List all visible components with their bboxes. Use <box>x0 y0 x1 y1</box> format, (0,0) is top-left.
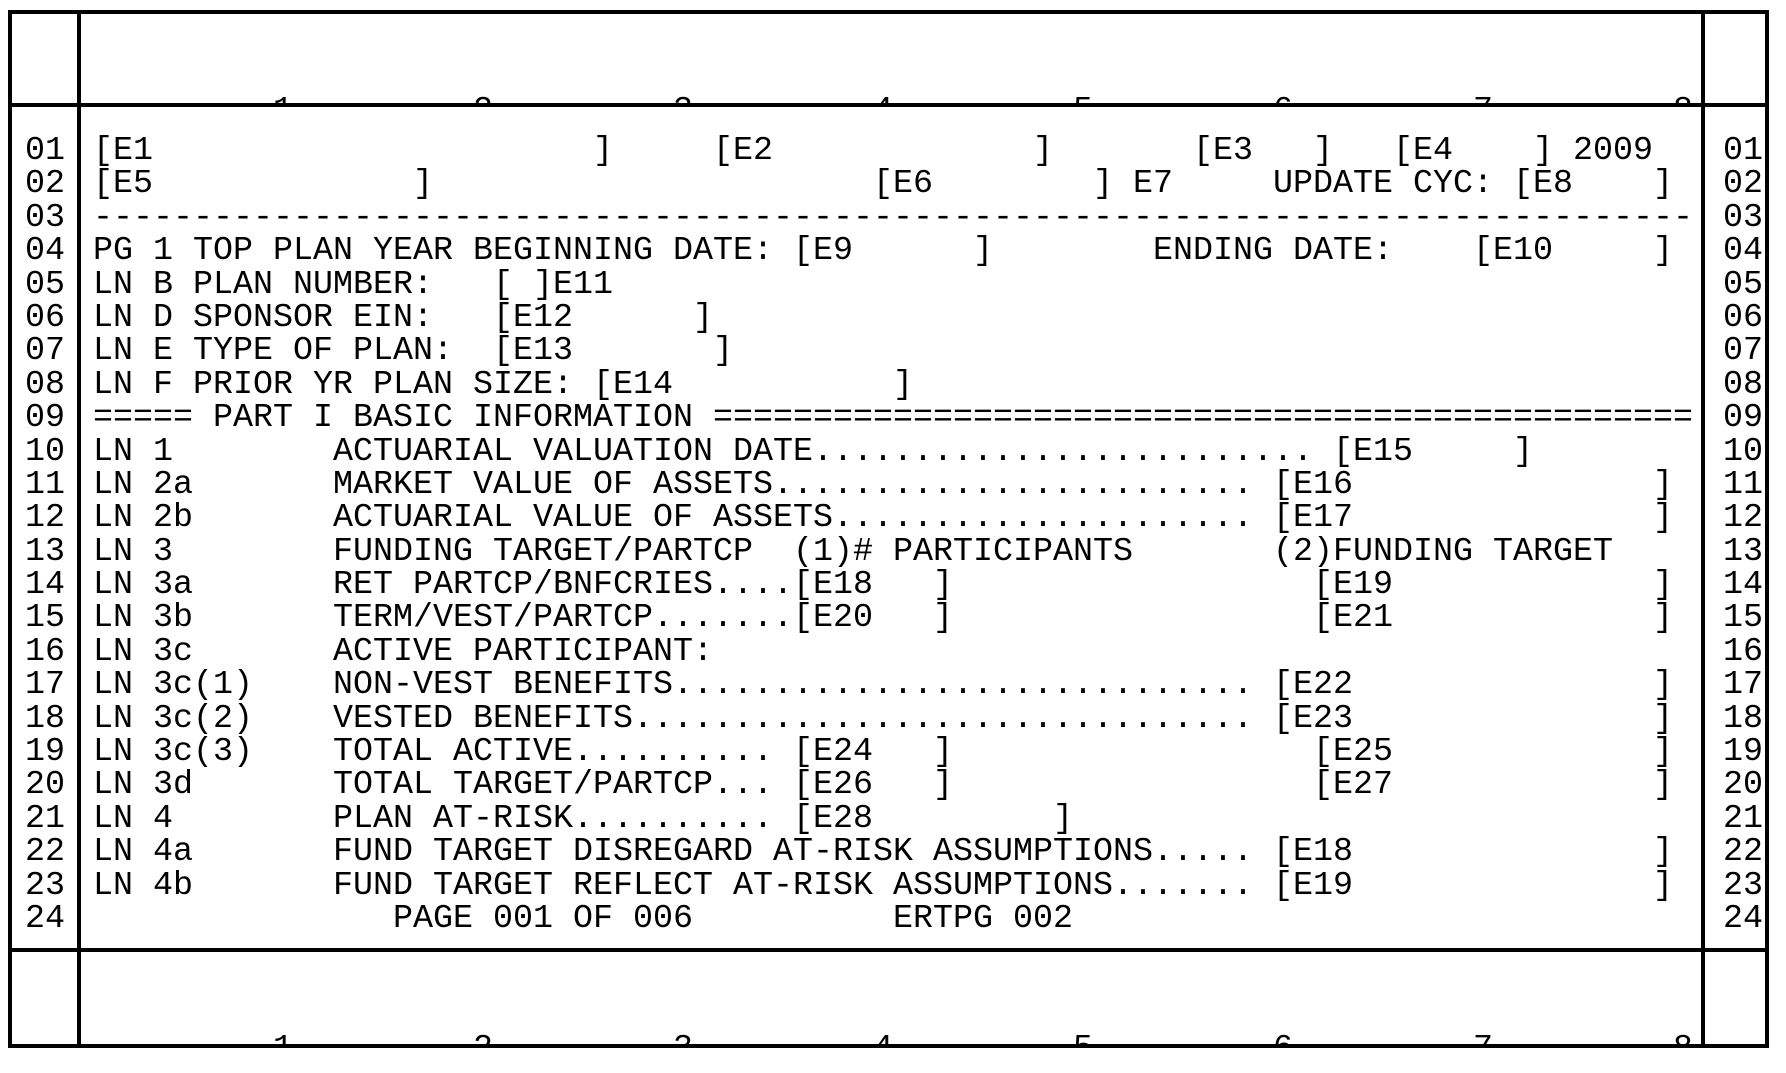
row-number: 09 <box>25 399 66 438</box>
row-number: 01 <box>25 132 66 170</box>
row-number: 02 <box>1723 165 1764 204</box>
row-number: 06 <box>25 298 66 337</box>
screen-row: ----------------------------------------… <box>93 198 1694 237</box>
row-number: 10 <box>25 432 66 471</box>
screen-row: PG 1 TOP PLAN YEAR BEGINNING DATE: [E9 ]… <box>93 232 1674 271</box>
row-number: 19 <box>25 733 66 772</box>
row-number: 08 <box>25 365 66 404</box>
row-number: 23 <box>1723 866 1764 905</box>
screen-row: LN 4b FUND TARGET REFLECT AT-RISK ASSUMP… <box>93 866 1674 905</box>
screen-row: LN 2a MARKET VALUE OF ASSETS............… <box>93 465 1674 504</box>
row-number: 07 <box>25 332 66 371</box>
screen-row: LN 4 PLAN AT-RISK.......... [E28 ] <box>93 799 1074 838</box>
row-numbers-left: 01 02 03 04 05 06 07 08 09 10 11 12 13 14 15 16 17 18 19 20… <box>12 107 77 948</box>
row-number: 17 <box>1723 666 1764 705</box>
row-number: 24 <box>25 899 66 938</box>
row-number: 17 <box>25 666 66 705</box>
row-number: 03 <box>1723 198 1764 237</box>
screen-row: LN 3c(2) VESTED BENEFITS................… <box>93 699 1674 738</box>
screen-layout-table: 1 2 3 4 5 6 7 8 123456789012345678901234… <box>8 10 1769 1048</box>
row-number: 07 <box>1723 332 1764 371</box>
row-number: 18 <box>1723 699 1764 738</box>
screen-row: LN 3a RET PARTCP/BNFCRIES....[E18 ] [E19… <box>93 566 1674 605</box>
screen-row: LN 3b TERM/VEST/PARTCP.......[E20 ] [E21… <box>93 599 1674 638</box>
row-number: 03 <box>25 198 66 237</box>
row-number: 11 <box>25 465 66 504</box>
row-number: 19 <box>1723 733 1764 772</box>
column-ruler-top: 1 2 3 4 5 6 7 8 123456789012345678901234… <box>81 14 1701 103</box>
column-ruler-bottom: 1 2 3 4 5 6 7 8 123456789012345678901234… <box>81 952 1701 1044</box>
screen-row: LN D SPONSOR EIN: [E12 ] <box>93 298 714 337</box>
screen-row: LN 3c ACTIVE PARTICIPANT: <box>93 632 714 671</box>
row-number: 13 <box>25 532 66 571</box>
screen-row: PAGE 001 OF 006 ERTPG 002 <box>93 899 1074 938</box>
left-gutter-divider <box>77 14 81 1044</box>
screen-row: LN E TYPE OF PLAN: [E13 ] <box>93 332 734 371</box>
screen-row: LN 3c(1) NON-VEST BENEFITS..............… <box>93 666 1674 705</box>
row-number: 20 <box>25 766 66 805</box>
row-number: 11 <box>1723 465 1764 504</box>
screen-row: LN F PRIOR YR PLAN SIZE: [E14 ] <box>93 365 914 404</box>
screen-rows: [E1 ] [E2 ] [E3 ] [E4 ] 2009 [E5 ] [E6 ] … <box>81 107 1701 948</box>
row-number: 05 <box>25 265 66 304</box>
row-number: 10 <box>1723 432 1764 471</box>
row-number: 15 <box>25 599 66 638</box>
screen-row: LN 3d TOTAL TARGET/PARTCP... [E26 ] [E27… <box>93 766 1674 805</box>
row-number: 01 <box>1723 132 1764 170</box>
row-number: 21 <box>25 799 66 838</box>
ruler-tens-line: 1 2 3 4 5 6 7 8 <box>93 94 1701 103</box>
row-number: 21 <box>1723 799 1764 838</box>
right-gutter-divider <box>1701 14 1705 1044</box>
screen-row: [E5 ] [E6 ] E7 UPDATE CYC: [E8 ] <box>93 165 1674 204</box>
row-number: 05 <box>1723 265 1764 304</box>
row-numbers-right: 01 02 03 04 05 06 07 08 09 10 11 12 13 14 15 16 17 18 19 20… <box>1705 107 1765 948</box>
row-number: 24 <box>1723 899 1764 938</box>
row-number: 14 <box>25 566 66 605</box>
screen-row: LN 2b ACTUARIAL VALUE OF ASSETS.........… <box>93 499 1674 538</box>
bottom-ruler-divider <box>12 948 1765 952</box>
row-number: 12 <box>25 499 66 538</box>
row-number: 20 <box>1723 766 1764 805</box>
screen-row: LN 3 FUNDING TARGET/PARTCP (1)# PARTICIP… <box>93 532 1614 571</box>
row-number: 04 <box>1723 232 1764 271</box>
row-number: 02 <box>25 165 66 204</box>
ruler-tens-line: 1 2 3 4 5 6 7 8 <box>93 1032 1701 1044</box>
row-number: 08 <box>1723 365 1764 404</box>
screen-row: LN B PLAN NUMBER: [ ]E11 <box>93 265 614 304</box>
row-number: 13 <box>1723 532 1764 571</box>
row-number: 16 <box>25 632 66 671</box>
row-number: 09 <box>1723 399 1764 438</box>
screen-row: ===== PART I BASIC INFORMATION =========… <box>93 399 1694 438</box>
row-number: 22 <box>25 833 66 872</box>
row-number: 14 <box>1723 566 1764 605</box>
screen-row: LN 1 ACTUARIAL VALUATION DATE...........… <box>93 432 1534 471</box>
row-number: 16 <box>1723 632 1764 671</box>
row-number: 06 <box>1723 298 1764 337</box>
screen-row: LN 4a FUND TARGET DISREGARD AT-RISK ASSU… <box>93 833 1674 872</box>
screen-row: [E1 ] [E2 ] [E3 ] [E4 ] 2009 <box>93 132 1654 170</box>
row-number: 04 <box>25 232 66 271</box>
row-number: 15 <box>1723 599 1764 638</box>
top-ruler-divider <box>12 103 1765 107</box>
screen-row: LN 3c(3) TOTAL ACTIVE.......... [E24 ] [… <box>93 733 1674 772</box>
row-number: 18 <box>25 699 66 738</box>
row-number: 22 <box>1723 833 1764 872</box>
row-number: 12 <box>1723 499 1764 538</box>
row-number: 23 <box>25 866 66 905</box>
